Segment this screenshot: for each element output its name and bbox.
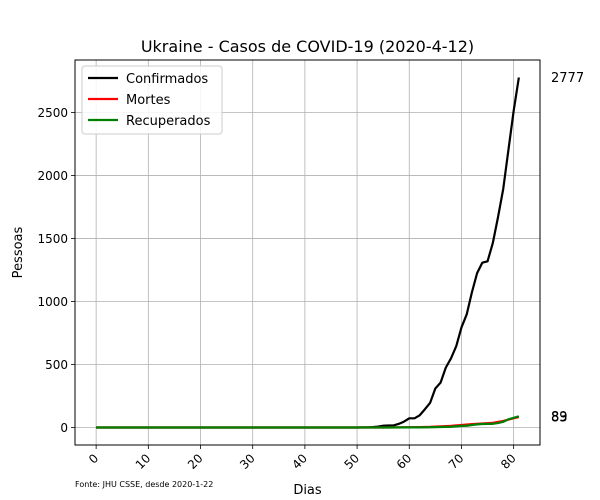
end-label: 89: [551, 410, 568, 425]
legend-label-mortes: Mortes: [126, 93, 171, 108]
series-line-confirmados: [96, 77, 520, 429]
y-tick-label: 1000: [37, 295, 68, 309]
series-line-recuperados: [96, 415, 520, 429]
end-label: 83: [551, 411, 568, 426]
end-label: 2777: [551, 71, 584, 86]
y-tick-label: 0: [60, 421, 68, 435]
legend-label-confirmados: Confirmados: [126, 72, 208, 87]
y-tick-label: 500: [45, 358, 68, 372]
chart-title: Ukraine - Casos de COVID-19 (2020-4-12): [141, 37, 474, 56]
plot-frame: [74, 59, 541, 446]
y-tick-label: 1500: [37, 232, 68, 246]
x-axis-label: Dias: [293, 483, 322, 498]
series-lines: [96, 77, 520, 429]
y-axis-label: Pessoas: [11, 226, 26, 278]
legend-box: [81, 65, 223, 135]
source-note: Fonte: JHU CSSE, desde 2020-1-22: [75, 480, 213, 489]
legend: Confirmados Mortes Recuperados: [81, 65, 223, 135]
y-tick-label: 2000: [37, 169, 68, 183]
legend-label-recuperados: Recuperados: [126, 114, 211, 129]
y-tick-label: 2500: [37, 106, 68, 120]
